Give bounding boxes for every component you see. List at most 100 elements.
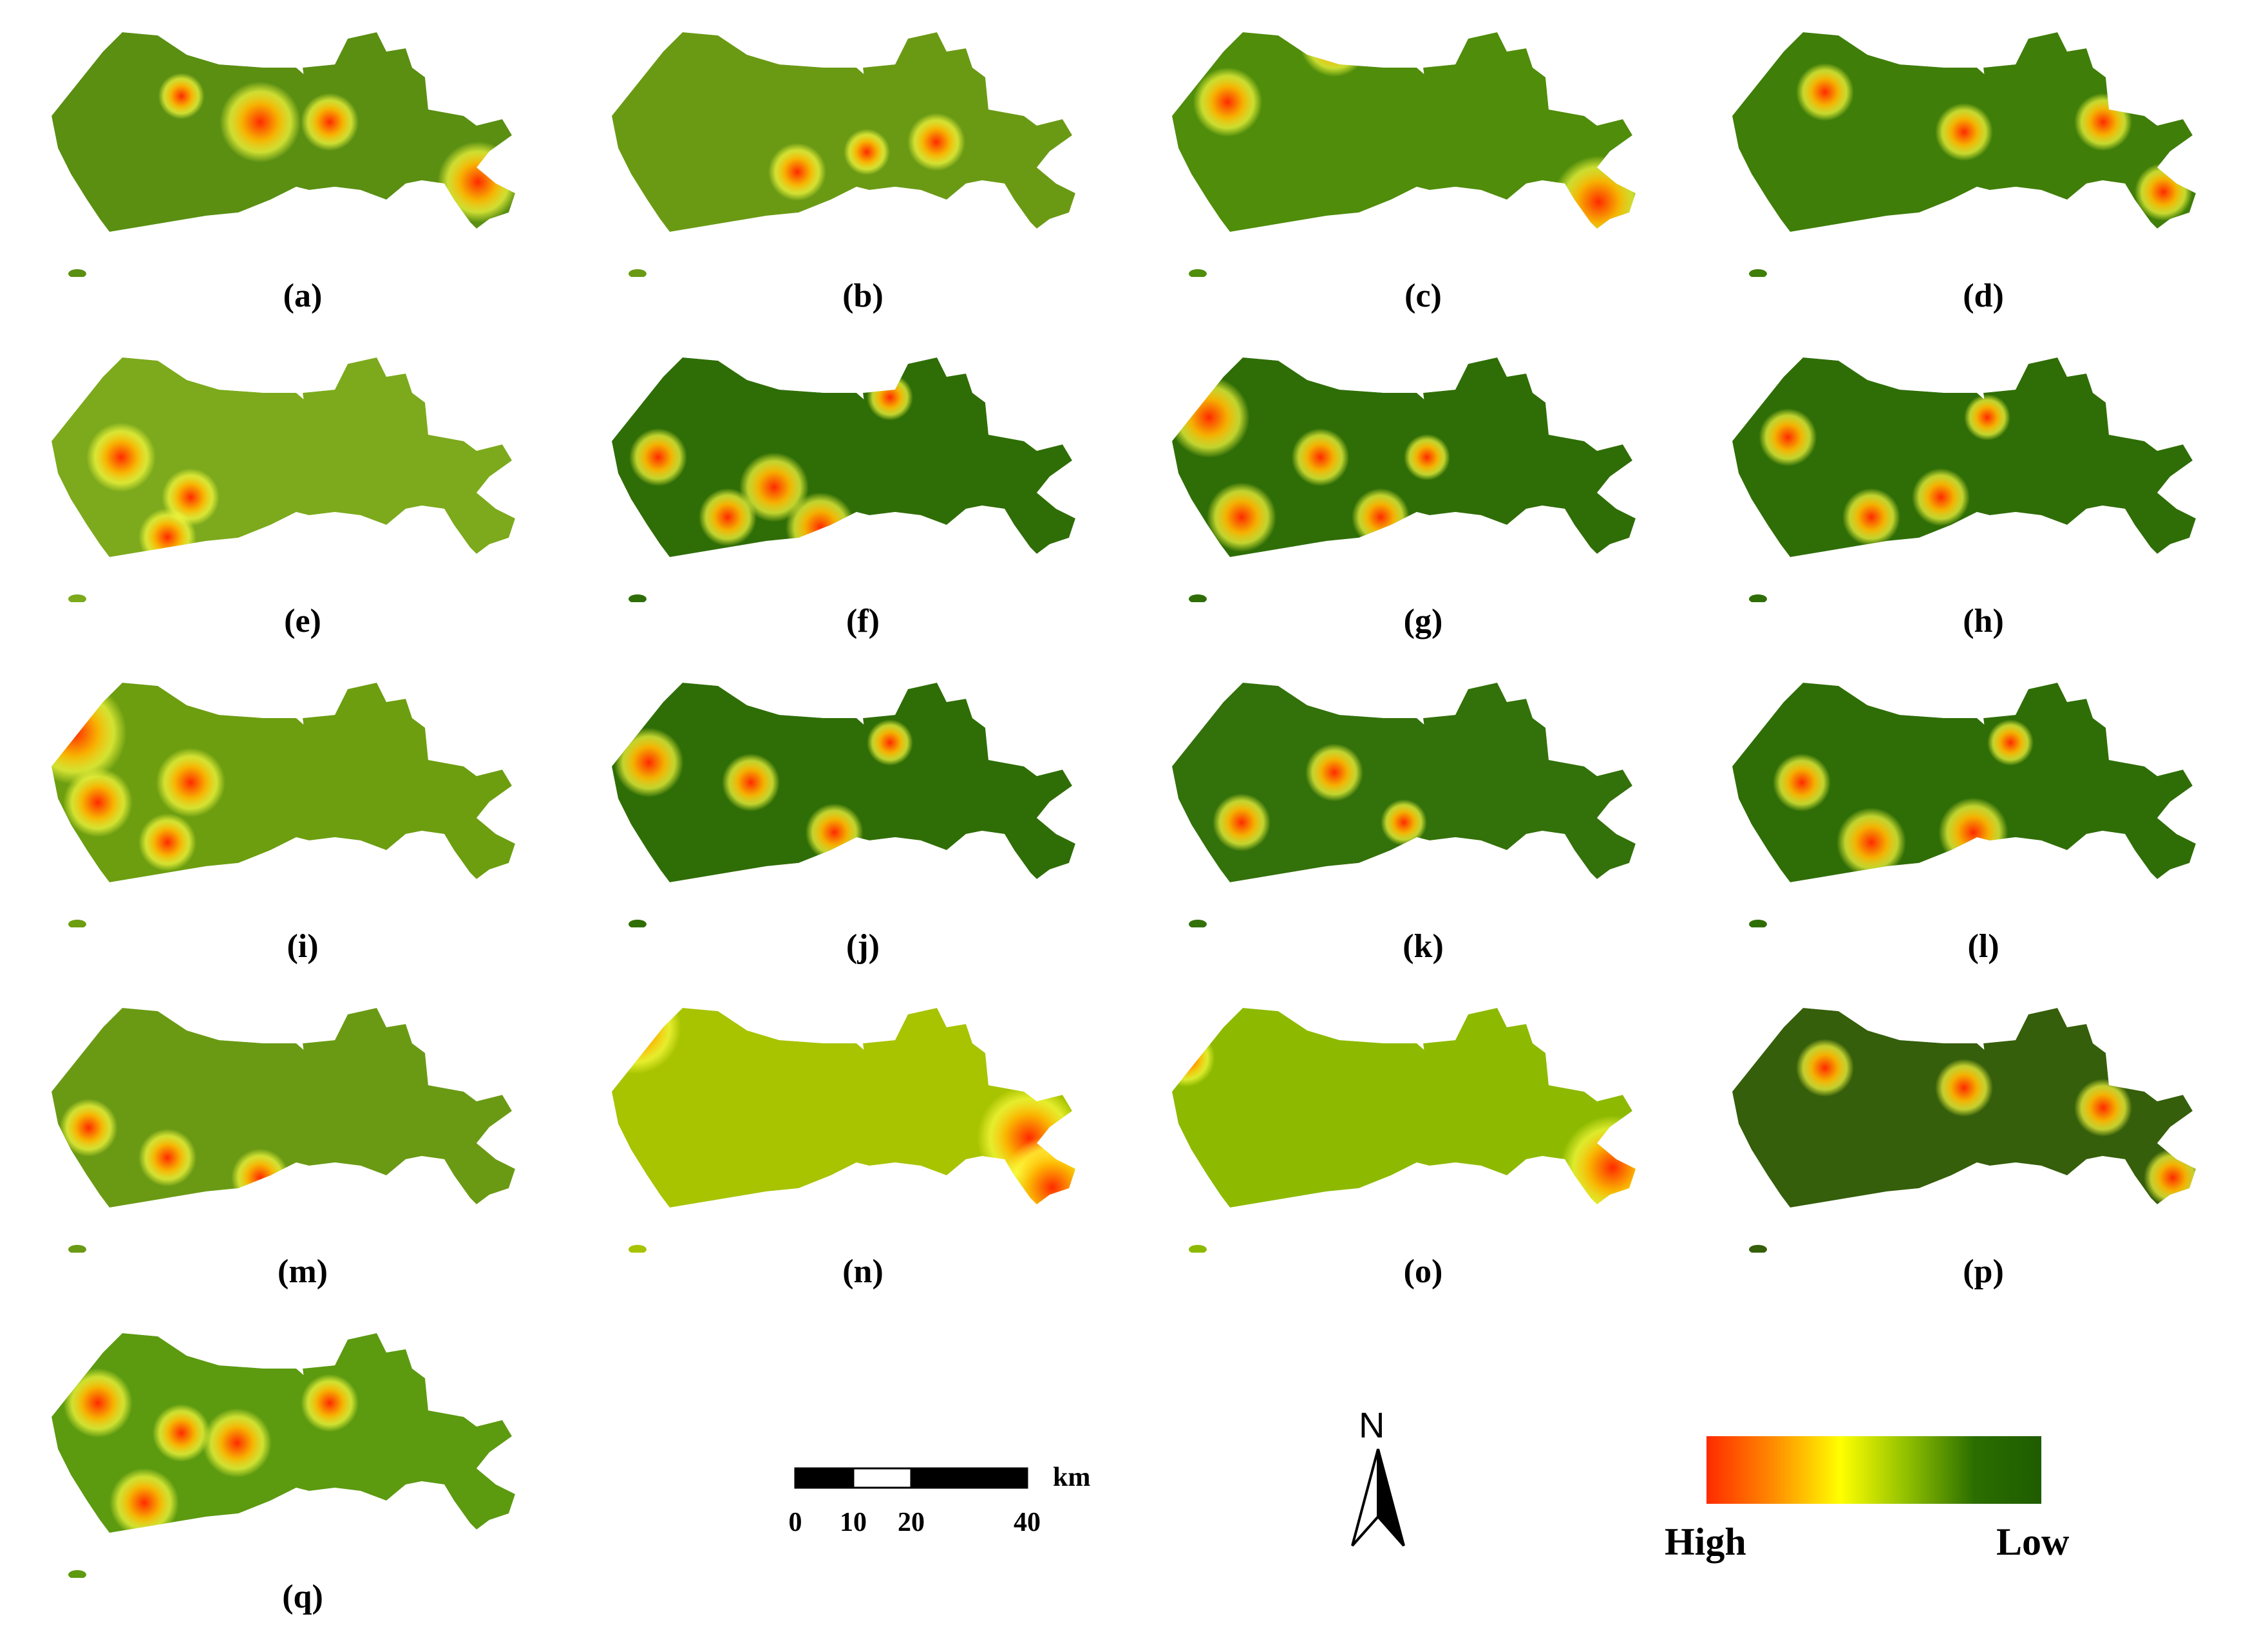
island-shape bbox=[1189, 1245, 1207, 1253]
hotspot bbox=[1172, 377, 1250, 458]
panel-label: (q) bbox=[282, 1579, 323, 1615]
map-panel: (q) bbox=[26, 1307, 580, 1629]
hotspot bbox=[612, 1008, 681, 1074]
scale-tick: 20 bbox=[898, 1508, 925, 1537]
hotspot bbox=[156, 748, 225, 817]
hotspot bbox=[152, 1404, 211, 1462]
hotspot bbox=[1759, 408, 1817, 466]
hotspot bbox=[2074, 1079, 2132, 1137]
hotspot bbox=[437, 141, 515, 223]
panel-map-svg bbox=[52, 683, 515, 927]
panel-label: (e) bbox=[284, 603, 321, 640]
panel-map-svg bbox=[1172, 32, 1636, 277]
panel-label: (m) bbox=[278, 1253, 328, 1290]
north-arrow-icon bbox=[1351, 1448, 1405, 1547]
color-legend: High Low bbox=[1649, 1436, 2112, 1604]
map-panel: (k) bbox=[1146, 657, 1700, 979]
hotspot bbox=[1552, 155, 1636, 232]
hotspot bbox=[63, 1368, 133, 1438]
panel-map-svg bbox=[612, 357, 1075, 602]
hotspot bbox=[614, 728, 684, 797]
north-letter: N bbox=[1359, 1405, 1385, 1445]
island-shape bbox=[1189, 269, 1207, 277]
island-shape bbox=[1189, 920, 1207, 927]
hotspot bbox=[1796, 1039, 1854, 1097]
panel-map-svg bbox=[52, 32, 515, 277]
hotspot bbox=[138, 1128, 196, 1187]
panel-label: (f) bbox=[846, 603, 880, 640]
north-arrow: N bbox=[1339, 1404, 1417, 1565]
hotspot bbox=[59, 1099, 118, 1157]
hotspot bbox=[1987, 719, 2034, 766]
region-fill bbox=[612, 1008, 1075, 1208]
hotspot bbox=[722, 754, 780, 811]
legend-low-label: Low bbox=[1996, 1521, 2070, 1563]
panel-map-svg bbox=[1732, 683, 2196, 927]
panel-map-svg bbox=[52, 357, 515, 602]
panel-map-svg bbox=[1732, 32, 2196, 277]
hotspot bbox=[138, 813, 196, 871]
panel-label: (i) bbox=[287, 928, 319, 965]
hotspot bbox=[231, 1148, 289, 1207]
hotspot bbox=[1837, 808, 1906, 877]
island-shape bbox=[68, 269, 86, 277]
hotspot bbox=[86, 422, 156, 492]
panel-map-svg bbox=[612, 32, 1075, 277]
island-shape bbox=[68, 594, 86, 602]
region-fill bbox=[1172, 683, 1636, 882]
map-panel: (p) bbox=[1706, 982, 2260, 1304]
hotspot bbox=[1842, 488, 1900, 546]
hotspot bbox=[1299, 32, 1369, 77]
hotspot bbox=[1207, 482, 1276, 552]
map-panel: (h) bbox=[1706, 332, 2260, 654]
panel-map-svg bbox=[1172, 357, 1636, 602]
panel-label: (g) bbox=[1403, 603, 1443, 640]
island-shape bbox=[68, 920, 86, 927]
hotspot bbox=[2144, 1148, 2196, 1207]
panel-label: (o) bbox=[1403, 1253, 1443, 1290]
scale-bar: km 0 10 20 40 bbox=[789, 1462, 1127, 1552]
map-panel: (j) bbox=[586, 657, 1140, 979]
panel-map-svg bbox=[1172, 1008, 1636, 1253]
panel-map-svg bbox=[612, 683, 1075, 927]
panel-label: (a) bbox=[283, 278, 323, 314]
panel-label: (j) bbox=[846, 928, 880, 965]
region-fill bbox=[612, 32, 1075, 232]
hotspot bbox=[629, 428, 687, 486]
scale-unit: km bbox=[1053, 1463, 1091, 1492]
map-panel: (f) bbox=[586, 332, 1140, 654]
hotspot bbox=[2134, 163, 2193, 221]
hotspot bbox=[907, 113, 965, 171]
island-shape bbox=[628, 920, 647, 927]
hotspot bbox=[1381, 799, 1427, 846]
map-panel: (c) bbox=[1146, 6, 1700, 328]
island-shape bbox=[68, 1245, 86, 1253]
region-fill bbox=[1172, 1008, 1636, 1208]
hotspot bbox=[1213, 793, 1271, 851]
map-panel: (l) bbox=[1706, 657, 2260, 979]
panel-map-svg bbox=[1732, 1008, 2196, 1253]
panel-label: (p) bbox=[1963, 1253, 2004, 1290]
scale-tick: 40 bbox=[1014, 1508, 1041, 1537]
panel-map-svg bbox=[612, 1008, 1075, 1253]
hotspot bbox=[301, 93, 359, 151]
panel-label: (l) bbox=[1967, 928, 1999, 965]
panel-label: (n) bbox=[842, 1253, 884, 1290]
island-shape bbox=[1749, 920, 1767, 927]
hotspot bbox=[2074, 93, 2132, 151]
panel-label: (b) bbox=[842, 278, 884, 314]
region-fill bbox=[1172, 32, 1636, 232]
hotspot bbox=[786, 492, 855, 557]
hotspot bbox=[1193, 67, 1263, 137]
hotspot bbox=[1560, 1115, 1636, 1208]
hotspot bbox=[739, 452, 809, 522]
region-fill bbox=[612, 683, 1075, 882]
hotspot bbox=[1938, 797, 2008, 868]
panel-map-svg bbox=[1732, 357, 2196, 602]
island-shape bbox=[1749, 594, 1767, 602]
legend-color-ramp bbox=[1706, 1436, 2041, 1504]
hotspot bbox=[1773, 754, 1831, 811]
hotspot bbox=[1912, 468, 1970, 526]
island-shape bbox=[628, 269, 647, 277]
island-shape bbox=[628, 1245, 647, 1253]
